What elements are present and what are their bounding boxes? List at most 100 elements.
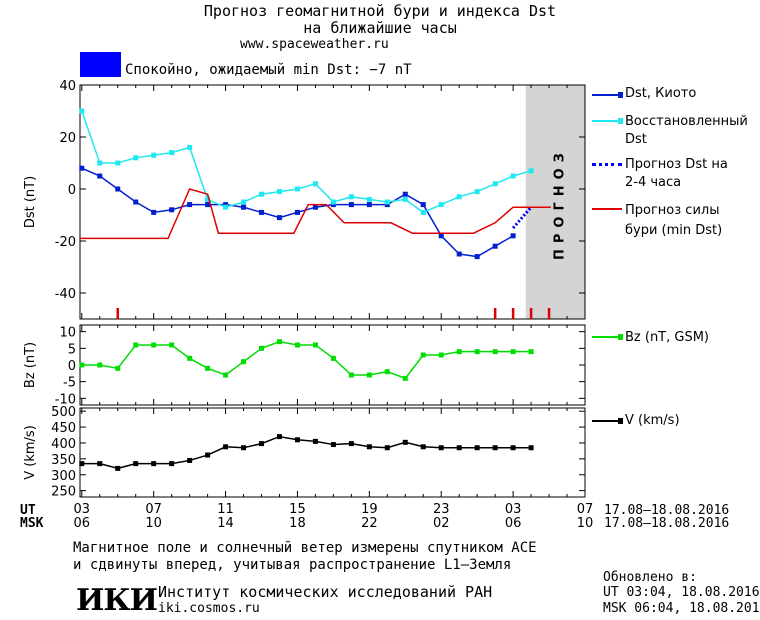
legend-bz-label: Bz (nT, GSM) — [625, 330, 710, 345]
msk-tick-label: 06 — [505, 516, 522, 531]
x-axis: 03 07 11 15 19 23 03 07 06 10 14 18 22 02 06 10 — [74, 502, 594, 531]
point-v — [223, 444, 229, 450]
point-restored — [348, 194, 354, 200]
y-tick-label: -5 — [63, 376, 76, 391]
y-axis-label: Dst (nT) — [23, 176, 38, 228]
point-v — [205, 452, 211, 458]
point-restored — [312, 181, 318, 187]
legend-v-swatch — [592, 420, 622, 422]
point-v — [528, 445, 534, 451]
point-restored — [294, 186, 300, 192]
point-dst — [474, 254, 480, 260]
point-restored — [456, 194, 462, 200]
ut-tick-label: 11 — [217, 502, 234, 517]
institute-name: Институт космических исследований РАН — [158, 583, 493, 601]
ut-tick-label: 03 — [505, 502, 522, 517]
msk-label: MSK — [20, 516, 44, 531]
point-bz — [294, 342, 300, 348]
point-dst — [420, 202, 426, 208]
msk-range: 17.08–18.08.2016 — [604, 516, 730, 531]
y-tick-label: 250 — [51, 485, 76, 500]
point-restored — [474, 189, 480, 195]
point-v — [492, 445, 498, 451]
site-url[interactable]: www.spaceweather.ru — [240, 37, 389, 52]
point-v — [348, 441, 354, 447]
point-restored — [366, 196, 372, 202]
point-restored — [79, 108, 85, 114]
point-v — [115, 465, 121, 471]
point-bz — [115, 365, 121, 371]
point-bz — [241, 359, 247, 365]
legend-restored-swatch — [592, 120, 622, 122]
msk-tick-label: 14 — [217, 516, 234, 531]
point-restored — [330, 199, 336, 205]
ut-tick-label: 03 — [74, 502, 91, 517]
ut-tick-label: 07 — [577, 502, 594, 517]
y-tick-label: 300 — [51, 469, 76, 484]
msk-tick-label: 06 — [74, 516, 91, 531]
point-restored — [420, 209, 426, 215]
legend-storm-label: Прогноз силы бури (min Dst) — [625, 203, 723, 238]
point-restored — [438, 202, 444, 208]
point-v — [133, 461, 139, 467]
y-tick-label: 5 — [68, 342, 76, 357]
y-tick-label: 40 — [59, 79, 76, 94]
point-restored — [97, 160, 103, 166]
point-dst — [348, 202, 354, 208]
series-storm — [80, 188, 551, 240]
point-v — [366, 444, 372, 450]
point-bz — [205, 365, 211, 371]
status-color-box — [80, 52, 121, 77]
point-v — [330, 442, 336, 448]
point-dst — [276, 215, 282, 221]
point-dst — [115, 186, 121, 192]
series-bz — [81, 340, 532, 380]
point-bz — [438, 352, 444, 358]
legend-storm-swatch — [592, 208, 622, 210]
point-v — [241, 445, 247, 451]
updated-ut: UT 03:04, 18.08.2016 — [603, 585, 760, 600]
y-tick-label: 400 — [51, 437, 76, 452]
y-axis-label: Bz (nT) — [23, 342, 38, 388]
point-bz — [474, 349, 480, 355]
point-dst — [223, 202, 229, 208]
ut-tick-label: 19 — [361, 502, 378, 517]
series-restored — [81, 110, 532, 214]
ut-label: UT — [20, 503, 36, 518]
point-restored — [223, 204, 229, 210]
point-dst — [366, 202, 372, 208]
point-v — [259, 441, 265, 447]
y-tick-label: -40 — [55, 287, 76, 302]
point-bz — [420, 352, 426, 358]
msk-tick-label: 10 — [145, 516, 162, 531]
point-bz — [330, 355, 336, 361]
point-bz — [348, 372, 354, 378]
point-restored — [276, 189, 282, 195]
legend-dst-marker — [618, 92, 623, 98]
point-dst — [384, 202, 390, 208]
forecast-label: ПРОГНОЗ — [552, 147, 567, 260]
point-v — [294, 437, 300, 443]
point-bz — [133, 342, 139, 348]
point-dst — [330, 202, 336, 208]
series-v — [81, 435, 532, 470]
legend-dst-swatch — [592, 94, 622, 96]
y-tick-label: 0 — [68, 183, 76, 198]
point-restored — [187, 144, 193, 150]
point-restored — [205, 196, 211, 202]
point-restored — [402, 196, 408, 202]
point-restored — [259, 191, 265, 197]
point-dst — [205, 202, 211, 208]
point-bz — [259, 345, 265, 351]
institute-site[interactable]: iki.cosmos.ru — [158, 601, 260, 616]
point-dst — [402, 191, 408, 197]
point-v — [79, 461, 85, 467]
chart-subtitle: на ближайшие часы — [303, 19, 457, 37]
point-bz — [456, 349, 462, 355]
point-bz — [79, 362, 85, 368]
point-dst — [510, 233, 516, 239]
point-v — [420, 444, 426, 450]
y-tick-label: 450 — [51, 421, 76, 436]
point-restored — [528, 168, 534, 174]
panel-frame — [79, 407, 586, 498]
